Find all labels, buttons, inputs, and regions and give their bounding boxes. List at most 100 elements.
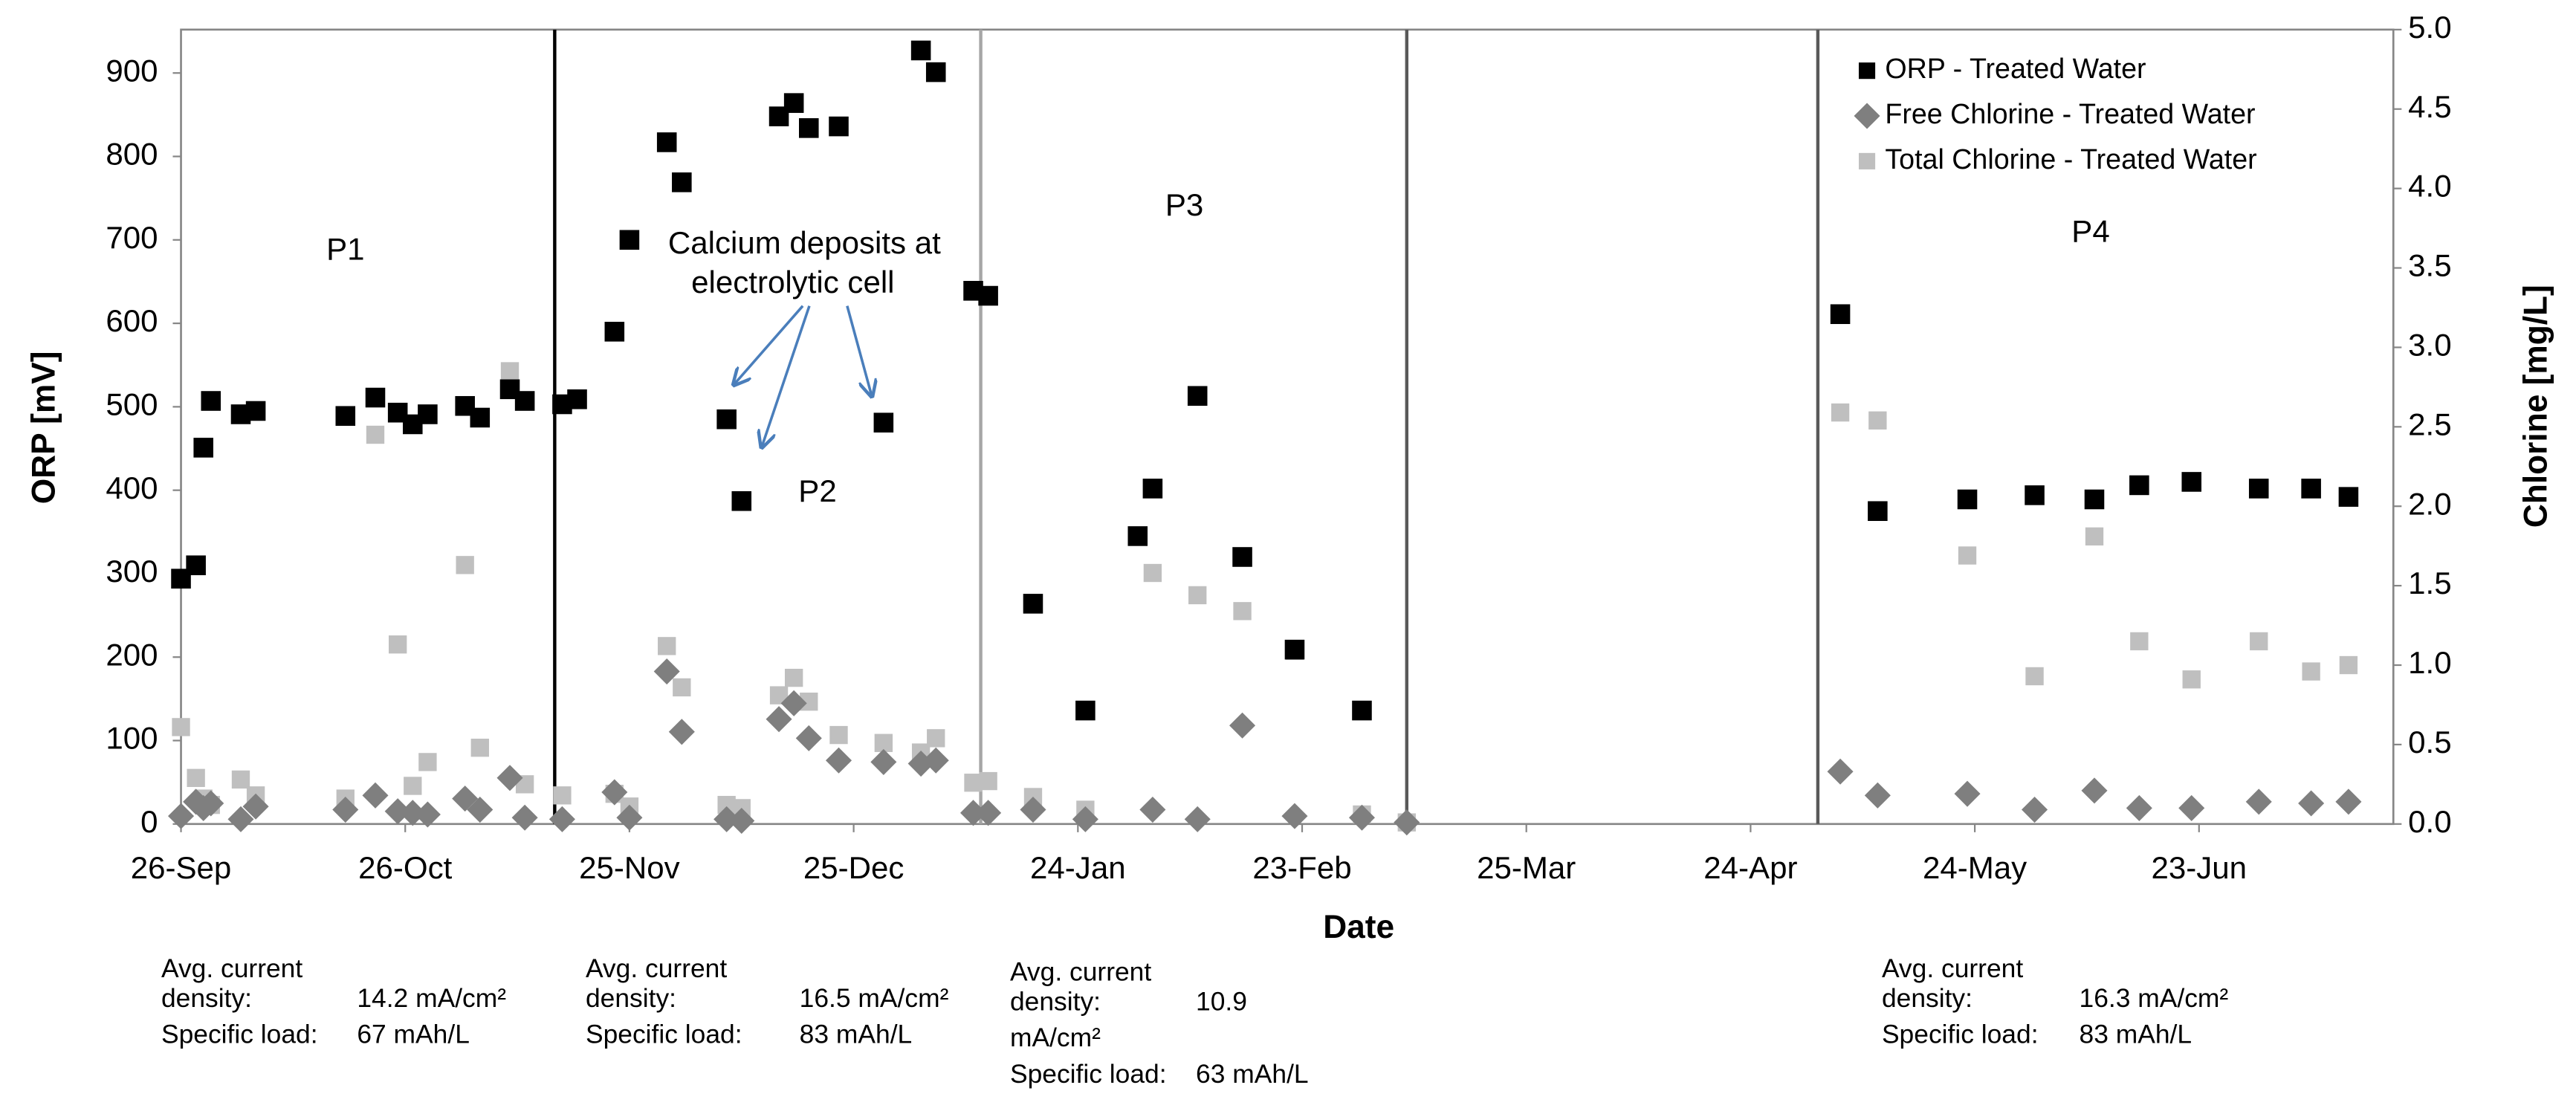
note-text: 14.2 mA/cm² bbox=[357, 983, 506, 1013]
x-tick-label: 25-Nov bbox=[579, 850, 680, 885]
data-point bbox=[604, 322, 625, 342]
x-tick-label: 23-Jun bbox=[2151, 850, 2247, 885]
x-tick-label: 26-Oct bbox=[358, 850, 452, 885]
data-point bbox=[1954, 780, 1981, 807]
y-tick-label: 200 bbox=[106, 637, 158, 672]
note-text: density: bbox=[161, 983, 252, 1013]
y2-tick-label: 4.5 bbox=[2408, 89, 2451, 124]
data-point bbox=[656, 132, 677, 152]
data-point bbox=[511, 804, 538, 831]
x-tick-label: 26-Sep bbox=[131, 850, 232, 885]
y-tick-label: 0 bbox=[140, 804, 158, 839]
data-point bbox=[874, 733, 893, 752]
data-point bbox=[2250, 632, 2268, 651]
period-label: P4 bbox=[2071, 213, 2109, 248]
data-point bbox=[2248, 479, 2269, 499]
note-text: Avg. current bbox=[1882, 953, 2023, 983]
data-point bbox=[2302, 662, 2320, 681]
x-tick-label: 24-May bbox=[1923, 850, 2027, 885]
y-tick-label: 700 bbox=[106, 220, 158, 255]
data-point bbox=[2301, 479, 2321, 499]
y2-tick-label: 0.5 bbox=[2408, 725, 2451, 759]
data-point bbox=[1233, 602, 1252, 621]
y2-axis-title: Chlorine [mg/L] bbox=[2518, 285, 2554, 528]
data-point bbox=[514, 391, 535, 411]
data-point bbox=[418, 404, 438, 424]
x-tick-label: 25-Dec bbox=[803, 850, 904, 885]
note-text: 16.3 mA/cm² bbox=[2080, 983, 2229, 1013]
annotation: Calcium deposits at bbox=[668, 225, 941, 260]
data-point bbox=[2022, 797, 2048, 823]
note-text: Specific load: bbox=[161, 1020, 318, 1049]
data-point bbox=[2130, 632, 2149, 651]
data-point bbox=[335, 406, 356, 427]
data-point bbox=[1229, 712, 1256, 739]
note-text: 83 mAh/L bbox=[2080, 1020, 2192, 1049]
legend-label: ORP - Treated Water bbox=[1885, 53, 2146, 84]
data-point bbox=[784, 668, 803, 687]
x-tick-label: 24-Apr bbox=[1703, 850, 1797, 885]
data-point bbox=[1348, 804, 1375, 831]
period-label: P1 bbox=[326, 232, 364, 267]
data-point bbox=[388, 635, 407, 654]
data-point bbox=[2338, 487, 2359, 507]
note-text: Specific load: bbox=[1882, 1020, 2039, 1049]
data-point bbox=[2081, 777, 2108, 804]
data-point bbox=[201, 391, 221, 411]
data-point bbox=[1023, 594, 1043, 614]
data-point bbox=[2245, 788, 2272, 815]
data-point bbox=[2025, 667, 2044, 686]
data-point bbox=[1394, 809, 1420, 836]
data-point bbox=[927, 729, 945, 748]
data-point bbox=[548, 806, 575, 832]
data-point bbox=[193, 438, 213, 458]
data-point bbox=[2178, 794, 2205, 821]
data-point bbox=[365, 387, 386, 408]
y2-tick-label: 2.5 bbox=[2408, 406, 2451, 441]
legend-marker bbox=[1854, 103, 1880, 129]
data-point bbox=[668, 719, 695, 745]
arrow bbox=[734, 305, 804, 385]
data-point bbox=[418, 753, 437, 771]
data-point bbox=[362, 782, 389, 809]
y2-tick-label: 3.5 bbox=[2408, 248, 2451, 283]
data-point bbox=[1830, 304, 1851, 325]
data-point bbox=[2181, 472, 2202, 492]
note-text: density: bbox=[1882, 983, 1973, 1013]
data-point bbox=[1957, 489, 1978, 510]
note-text: Specific load: bbox=[586, 1020, 742, 1049]
data-point bbox=[2339, 655, 2358, 675]
data-point bbox=[1072, 806, 1098, 832]
y-tick-label: 800 bbox=[106, 137, 158, 172]
data-point bbox=[456, 556, 474, 574]
note-text: mA/cm² bbox=[1010, 1023, 1101, 1052]
data-point bbox=[553, 786, 572, 805]
data-point bbox=[829, 116, 849, 137]
data-point bbox=[2182, 670, 2201, 689]
data-point bbox=[567, 389, 587, 409]
data-point bbox=[658, 637, 676, 655]
data-point bbox=[798, 118, 819, 138]
data-point bbox=[1188, 586, 1207, 605]
data-point bbox=[873, 412, 894, 433]
data-point bbox=[728, 807, 755, 835]
note-text: 63 mAh/L bbox=[1196, 1059, 1309, 1089]
data-point bbox=[1284, 639, 1305, 660]
data-point bbox=[925, 62, 946, 82]
y2-tick-label: 3.0 bbox=[2408, 328, 2451, 363]
x-tick-label: 25-Mar bbox=[1477, 850, 1576, 885]
legend-label: Free Chlorine - Treated Water bbox=[1885, 98, 2255, 129]
data-point bbox=[1187, 386, 1208, 406]
y2-tick-label: 4.0 bbox=[2408, 169, 2451, 204]
data-point bbox=[1868, 501, 1888, 522]
data-point bbox=[1142, 479, 1163, 499]
data-point bbox=[1139, 797, 1166, 823]
data-point bbox=[2025, 485, 2045, 505]
period-label: P2 bbox=[798, 473, 836, 508]
y-tick-label: 400 bbox=[106, 470, 158, 505]
data-point bbox=[1184, 806, 1211, 832]
data-point bbox=[332, 797, 359, 823]
data-point bbox=[2085, 527, 2104, 546]
data-point bbox=[1232, 547, 1252, 567]
data-point bbox=[245, 401, 266, 421]
